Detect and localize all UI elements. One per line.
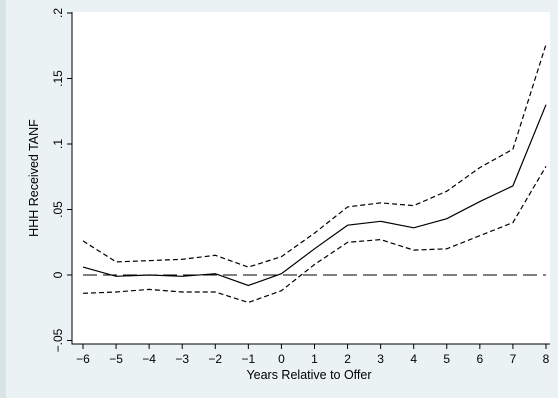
- x-tick-label: 2: [344, 352, 351, 366]
- x-tick-label: −6: [76, 352, 90, 366]
- x-axis-title: Years Relative to Offer: [246, 368, 371, 382]
- y-tick-label: .1: [51, 139, 65, 149]
- x-tick-label: −2: [208, 352, 222, 366]
- x-tick-label: −3: [175, 352, 189, 366]
- plot-area: [72, 12, 550, 344]
- x-tick-label: −4: [142, 352, 156, 366]
- y-tick-label: .2: [51, 8, 65, 18]
- y-tick-label: .05: [51, 201, 65, 218]
- y-axis-title: HHH Received TANF: [27, 119, 41, 237]
- x-tick-label: 5: [443, 352, 450, 366]
- y-tick-label: 0: [51, 271, 65, 278]
- x-tick-label: −5: [109, 352, 123, 366]
- y-tick-label: −.05: [51, 328, 65, 352]
- series-line-solid: [82, 104, 547, 287]
- axes: −6 −5 −4 −3 −2 −1 0 1 2 3 4 5 6 7 8 −.05 0 .05 .1 .15 .2: [51, 8, 550, 366]
- x-tick-label: 6: [476, 352, 483, 366]
- series-layer: [82, 44, 547, 304]
- series-line-dashed-upper: [82, 44, 547, 268]
- x-tick-label: 1: [311, 352, 318, 366]
- y-tick-label: .15: [51, 70, 65, 87]
- x-tick-label: 4: [410, 352, 417, 366]
- series-line-dashed-lower: [82, 165, 547, 304]
- x-tick-label: −1: [242, 352, 256, 366]
- x-tick-label: 7: [510, 352, 517, 366]
- x-tick-label: 0: [278, 352, 285, 366]
- x-tick-label: 8: [543, 352, 550, 366]
- x-tick-label: 3: [377, 352, 384, 366]
- window-edge: [0, 0, 6, 398]
